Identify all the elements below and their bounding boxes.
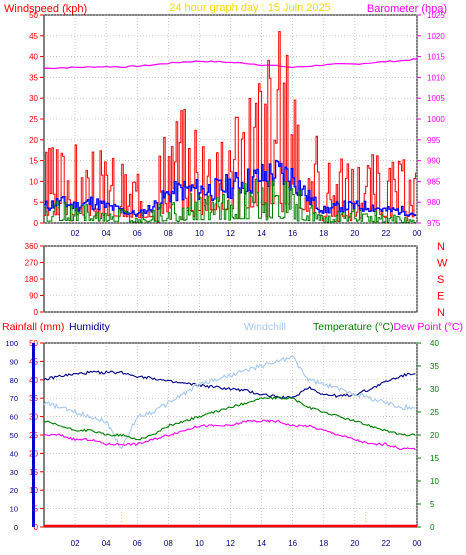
windspeed-tick-label: 0 bbox=[34, 219, 39, 228]
wind-average-line bbox=[44, 178, 416, 223]
compass-label: W bbox=[437, 258, 448, 270]
humidity-tick-label: 80 bbox=[10, 376, 18, 385]
barometer-tick-label: 985 bbox=[427, 177, 441, 186]
wind-x-tick-label: 20 bbox=[350, 229, 359, 238]
temp-x-tick-label: 00 bbox=[413, 539, 422, 548]
humidity-tick-label: 90 bbox=[10, 357, 18, 366]
windspeed-tick-label: 35 bbox=[29, 73, 38, 82]
temp-x-tick-label: 06 bbox=[133, 539, 142, 548]
temperature-tick-label: 5 bbox=[430, 500, 435, 509]
compass-label: N bbox=[437, 307, 445, 319]
windspeed-tick-label: 40 bbox=[29, 53, 38, 62]
windspeed-tick-label: 25 bbox=[29, 115, 38, 124]
temperature-tick-label: 10 bbox=[430, 477, 439, 486]
dew-line bbox=[43, 419, 416, 451]
humidity-axis-bar bbox=[32, 343, 35, 527]
windspeed-tick-label: 50 bbox=[29, 11, 38, 20]
barometer-tick-label: 975 bbox=[427, 219, 441, 228]
temp-x-tick-label: 02 bbox=[71, 539, 80, 548]
temperature-tick-label: 30 bbox=[430, 385, 439, 394]
wind-x-tick-label: 16 bbox=[288, 229, 297, 238]
barometer-tick-label: 1015 bbox=[427, 53, 445, 62]
temp-line bbox=[43, 396, 416, 441]
humidity-tick-label: 60 bbox=[10, 413, 18, 422]
barometer-tick-label: 1000 bbox=[427, 115, 445, 124]
wind-x-tick-label: 08 bbox=[164, 229, 173, 238]
windchill-axis-label: Windchill bbox=[244, 321, 286, 333]
windspeed-tick-label: 45 bbox=[29, 32, 38, 41]
chart-title: 24 hour graph day : 15 Juin 2025 bbox=[169, 2, 330, 14]
rainfall-tick-label: 5 bbox=[34, 505, 39, 514]
humidity-tick-label: 0 bbox=[14, 523, 18, 532]
temp-x-tick-label: 16 bbox=[288, 539, 297, 548]
wind-x-tick-label: 06 bbox=[133, 229, 142, 238]
humidity-axis-label: Humidity bbox=[69, 321, 111, 333]
windspeed-tick-label: 15 bbox=[29, 157, 38, 166]
wind-speed-line bbox=[44, 159, 417, 217]
temperature-tick-label: 0 bbox=[430, 523, 435, 532]
compass-label: E bbox=[437, 291, 444, 303]
humidity-tick-label: 10 bbox=[10, 505, 18, 514]
temperature-tick-label: 40 bbox=[430, 339, 439, 348]
dewpoint-axis-label: Dew Point (°C) bbox=[393, 321, 463, 333]
barometer-tick-label: 980 bbox=[427, 198, 441, 207]
windspeed-tick-label: 5 bbox=[34, 198, 39, 207]
direction-tick-label: 90 bbox=[29, 292, 38, 301]
temp-x-tick-label: 10 bbox=[195, 539, 204, 548]
wind-x-tick-label: 04 bbox=[102, 229, 111, 238]
wind-x-tick-label: 14 bbox=[257, 229, 266, 238]
temperature-tick-label: 15 bbox=[430, 454, 439, 463]
direction-tick-label: 360 bbox=[25, 242, 39, 251]
windspeed-tick-label: 20 bbox=[29, 136, 38, 145]
compass-label: N bbox=[437, 241, 445, 253]
temperature-tick-label: 20 bbox=[430, 431, 439, 440]
wind-x-tick-label: 18 bbox=[319, 229, 328, 238]
temp-x-tick-label: 18 bbox=[319, 539, 328, 548]
humidity-tick-label: 100 bbox=[5, 339, 18, 348]
windchill-line bbox=[43, 355, 416, 450]
temp-x-tick-label: 14 bbox=[257, 539, 266, 548]
temperature-tick-label: 35 bbox=[430, 362, 439, 371]
barometer-tick-label: 1025 bbox=[427, 11, 445, 20]
temp-x-tick-label: 04 bbox=[102, 539, 111, 548]
barometer-axis-label: Barometer (hpa) bbox=[367, 3, 447, 15]
barometer-tick-label: 995 bbox=[427, 136, 441, 145]
direction-tick-label: 180 bbox=[25, 275, 39, 284]
humidity-tick-label: 40 bbox=[10, 449, 18, 458]
humidity-tick-label: 20 bbox=[10, 486, 18, 495]
wind-baro-panel: 0510152025303540455097598098599099510001… bbox=[29, 11, 445, 238]
rainfall-axis-label: Rainfall (mm) bbox=[2, 321, 64, 333]
temp-humidity-panel: 0102030405060708090100051015202530354045… bbox=[5, 339, 439, 548]
humidity-tick-label: 50 bbox=[10, 431, 18, 440]
temp-x-tick-label: 12 bbox=[226, 539, 235, 548]
temp-x-tick-label: 20 bbox=[350, 539, 359, 548]
direction-tick-label: 0 bbox=[34, 308, 39, 317]
temp-x-tick-label: 22 bbox=[381, 539, 390, 548]
barometer-tick-label: 990 bbox=[427, 157, 441, 166]
barometer-line bbox=[43, 58, 418, 70]
direction-tick-label: 270 bbox=[25, 259, 39, 268]
wind-x-tick-label: 10 bbox=[195, 229, 204, 238]
wind-x-tick-label: 00 bbox=[413, 229, 422, 238]
wind-x-tick-label: 22 bbox=[381, 229, 390, 238]
barometer-tick-label: 1020 bbox=[427, 32, 445, 41]
rainfall-tick-label: 0 bbox=[34, 523, 39, 532]
wind-x-tick-label: 12 bbox=[226, 229, 235, 238]
barometer-tick-label: 1010 bbox=[427, 73, 445, 82]
temp-x-tick-label: 08 bbox=[164, 539, 173, 548]
windspeed-tick-label: 10 bbox=[29, 177, 38, 186]
humidity-tick-label: 70 bbox=[10, 394, 18, 403]
windspeed-axis-label: Windspeed (kph) bbox=[4, 3, 87, 15]
temperature-tick-label: 25 bbox=[430, 408, 439, 417]
humidity-tick-label: 30 bbox=[10, 468, 18, 477]
wind-x-tick-label: 02 bbox=[71, 229, 80, 238]
barometer-tick-label: 1005 bbox=[427, 94, 445, 103]
compass-label: S bbox=[437, 274, 444, 286]
temperature-axis-label: Temperature (°C) bbox=[313, 321, 394, 333]
windspeed-tick-label: 30 bbox=[29, 94, 38, 103]
